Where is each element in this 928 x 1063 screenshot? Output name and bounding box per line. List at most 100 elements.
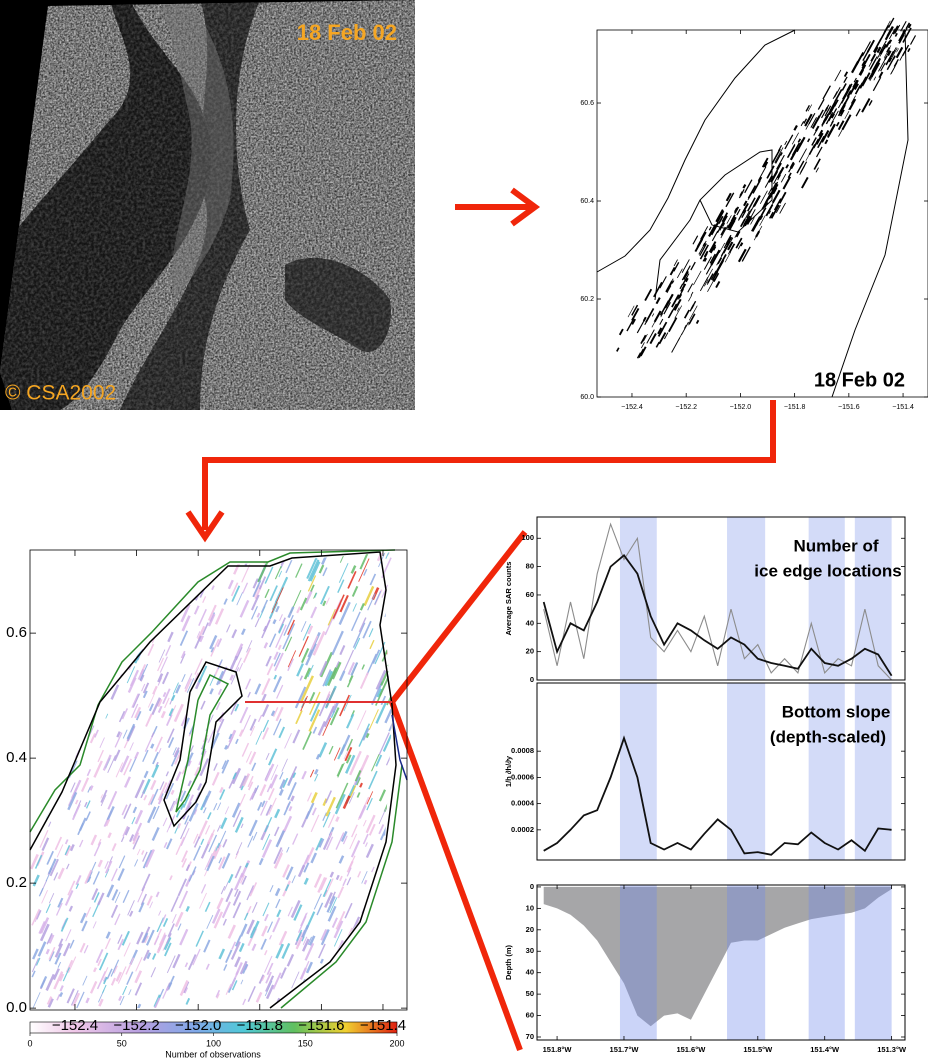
observation-streak: [350, 840, 361, 858]
ice-streak: [830, 113, 835, 119]
observation-streak: [188, 866, 197, 882]
observation-streak: [34, 854, 43, 869]
ice-streak: [752, 180, 761, 194]
ice-streak: [683, 309, 690, 319]
observation-streak: [215, 552, 225, 565]
observation-streak: [290, 899, 301, 919]
observation-streak: [375, 754, 383, 767]
observation-streak: [211, 585, 215, 591]
observation-streak: [309, 561, 321, 582]
observation-streak: [143, 552, 152, 556]
observation-streak: [252, 580, 262, 598]
observation-streak: [387, 840, 392, 847]
ice-streak: [631, 304, 639, 316]
ice-streak: [746, 208, 753, 219]
ice-streak: [658, 332, 667, 345]
observation-streak: [128, 989, 132, 996]
ice-streak: [774, 153, 782, 164]
ice-streak: [868, 65, 878, 80]
observation-streak: [230, 667, 240, 685]
observation-streak: [139, 674, 145, 682]
ice-streak: [868, 100, 873, 106]
observation-streak: [241, 564, 251, 583]
observation-streak: [214, 842, 220, 853]
observation-streak: [320, 585, 330, 605]
observation-streak: [318, 838, 325, 848]
ice-streak: [869, 69, 877, 82]
ice-streak: [779, 147, 784, 154]
ice-streak: [776, 166, 785, 179]
observation-streak: [372, 902, 376, 909]
observation-streak: [113, 569, 121, 582]
observation-streak: [80, 711, 87, 723]
ice-streak: [789, 161, 794, 169]
ice-streak: [728, 216, 737, 230]
observation-streak: [231, 585, 241, 602]
ice-streak: [810, 117, 818, 128]
observation-streak: [281, 942, 291, 959]
observation-streak: [54, 607, 62, 621]
observation-streak: [273, 651, 279, 660]
observation-streak: [335, 816, 340, 823]
x-tick-label: 151.8°W: [543, 1045, 573, 1054]
y-tick-label: 60.0: [580, 394, 594, 401]
observation-streak: [383, 991, 388, 998]
observation-streak: [320, 929, 330, 946]
ice-streak: [752, 200, 758, 208]
observation-streak: [158, 747, 162, 754]
ice-streak: [679, 283, 684, 290]
arrow-head: [510, 187, 541, 227]
observation-streak: [230, 941, 241, 960]
observation-streak: [110, 593, 117, 605]
observation-streak: [318, 994, 327, 1008]
observation-streak: [92, 606, 99, 618]
observation-streak: [274, 566, 282, 580]
observation-streak: [171, 913, 177, 924]
observation-streak: [52, 776, 58, 784]
observation-streak: [105, 713, 109, 719]
observation-streak: [218, 857, 223, 864]
observation-streak: [181, 615, 191, 632]
observation-streak: [242, 714, 251, 733]
observation-streak: [44, 660, 49, 666]
ice-streak: [831, 110, 839, 124]
observation-streak: [51, 614, 58, 627]
ice-streak: [699, 243, 707, 257]
observation-streak: [249, 920, 260, 939]
observation-streak: [396, 546, 400, 556]
observation-streak: [376, 688, 383, 698]
observation-streak: [181, 673, 186, 683]
observation-streak: [261, 975, 265, 982]
observation-streak: [129, 586, 140, 605]
observation-streak: [314, 768, 319, 775]
observation-streak: [200, 700, 206, 710]
observation-streak: [197, 568, 203, 575]
observation-streak: [270, 764, 279, 781]
observation-streak: [122, 559, 132, 576]
observation-streak: [339, 875, 343, 882]
ice-streak: [744, 179, 753, 194]
observation-streak: [140, 573, 151, 592]
observation-streak: [257, 801, 263, 811]
observation-streak: [94, 679, 103, 696]
observation-streak: [97, 838, 102, 846]
ice-streak: [771, 148, 781, 165]
observation-streak: [314, 773, 319, 782]
observation-streak: [390, 567, 395, 593]
observation-streak: [199, 892, 207, 909]
observation-streak: [385, 637, 395, 655]
ice-streak: [838, 102, 847, 114]
observation-streak: [250, 887, 254, 893]
observation-streak: [110, 904, 119, 918]
observation-streak: [335, 782, 349, 809]
observation-streak: [38, 921, 46, 935]
observation-streak: [107, 755, 116, 773]
observation-streak: [359, 602, 365, 611]
observation-streak: [269, 884, 274, 893]
ice-streak: [742, 220, 747, 227]
observation-streak: [374, 591, 382, 605]
ice-streak: [770, 170, 779, 183]
observation-streak: [323, 705, 335, 728]
observation-streak: [223, 964, 228, 971]
observation-streak: [236, 591, 244, 606]
